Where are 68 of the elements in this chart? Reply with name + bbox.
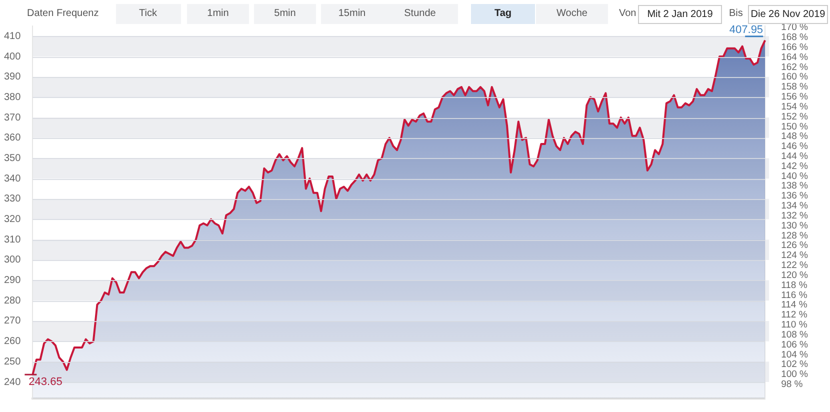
y2-tick-label: 138 % [781,180,809,192]
y2-tick-label: 122 % [781,260,809,272]
y2-tick-label: 162 % [781,62,809,73]
y-tick-label: 280 [4,295,22,306]
y2-tick-label: 106 % [781,339,809,350]
y-tick-label: 250 [4,356,22,368]
text: Daten Frequenz [27,8,99,19]
y2-tick-label: 150 % [781,121,809,132]
y-tick-label: 240 [4,376,22,388]
text: Bis [729,8,743,19]
y2-tick-label: 156 % [781,92,809,103]
y2-tick-label: 142 % [781,160,809,172]
y2-tick-label: 168 % [781,32,809,44]
y2-tick-label: 104 % [781,349,809,360]
y-tick-label: 260 [4,336,22,348]
y-tick-label: 350 [4,152,22,164]
y2-tick-label: 134 % [781,200,809,212]
y-tick-label: 370 [4,112,22,124]
y2-tick-label: 110 % [781,320,808,331]
y2-tick-label: 152 % [781,111,809,122]
y2-tick-label: 116 % [781,290,808,301]
y2-tick-label: 100 % [781,369,809,380]
y2-tick-label: 158 % [781,82,809,93]
text: Die 26 Nov 2019 [748,5,828,24]
y-tick-label: 380 [4,92,22,103]
text: 15min [321,4,383,24]
y2-tick-label: 120 % [781,270,809,281]
y2-tick-label: 114 % [781,300,808,311]
y2-tick-label: 118 % [781,280,808,291]
y2-tick-label: 146 % [781,141,809,152]
y2-tick-label: 124 % [781,250,809,262]
text: Stunde [382,4,458,24]
y2-tick-label: 108 % [781,329,809,340]
text: 5min [254,4,316,24]
y-tick-label: 360 [4,132,22,144]
y2-tick-label: 128 % [781,230,809,242]
y2-tick-label: 144 % [781,151,809,162]
y-tick-label: 390 [4,72,22,83]
y2-tick-label: 154 % [781,101,809,112]
y2-tick-label: 166 % [781,42,809,53]
y2-tick-label: 132 % [781,210,809,222]
text: 1min [187,4,249,24]
y-tick-label: 300 [4,254,22,266]
y-tick-label: 310 [4,234,22,246]
text: Von [619,8,636,19]
text: Woche [536,4,608,24]
y-tick-label: 270 [4,316,22,327]
text: Mit 2 Jan 2019 [638,5,722,24]
text: Tick [116,4,180,24]
y-tick-label: 340 [4,173,22,184]
y2-tick-label: 112 % [781,310,808,321]
y2-tick-label: 130 % [781,220,809,232]
y-tick-label: 400 [4,51,22,62]
y-tick-label: 290 [4,275,22,286]
y2-tick-label: 140 % [781,170,809,182]
y2-tick-label: 102 % [781,359,809,370]
y2-tick-label: 148 % [781,131,809,142]
text: Tag [471,4,535,24]
y2-tick-label: 164 % [781,52,809,63]
y2-tick-label: 98 % [781,379,804,390]
y2-tick-label: 136 % [781,190,809,202]
data-label: 407.95 [729,24,764,36]
y-tick-label: 330 [4,194,22,205]
y2-tick-label: 126 % [781,240,809,252]
y-tick-label: 410 [4,30,22,42]
y2-tick-label: 160 % [781,72,809,83]
y-tick-label: 320 [4,214,22,226]
data-label: 243.65 [28,376,62,388]
